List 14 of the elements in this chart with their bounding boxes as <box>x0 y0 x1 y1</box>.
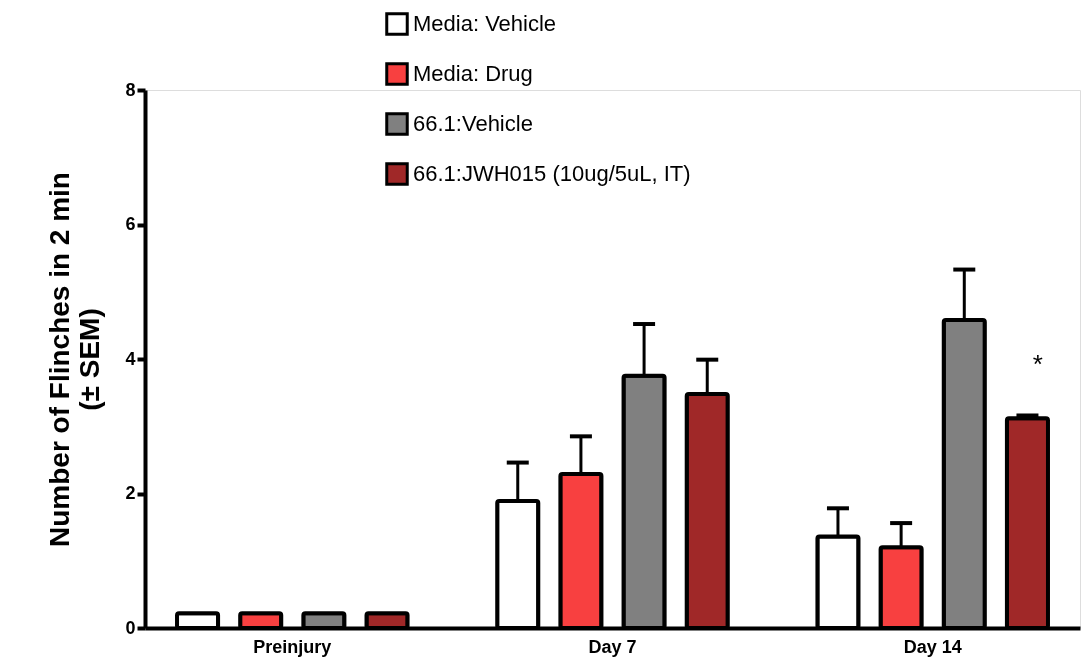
y-tick-label: 4 <box>125 348 136 369</box>
y-axis-title: Number of Flinches in 2 min (± SEM) <box>44 172 106 547</box>
legend-label: 66.1:Vehicle <box>413 111 533 136</box>
y-tick-label: 6 <box>125 214 136 234</box>
legend-label: Media: Vehicle <box>413 11 557 36</box>
legend-label: 66.1:JWH015 (10ug/5uL, IT) <box>413 161 691 186</box>
x-tick-label: Day 14 <box>903 636 962 657</box>
y-tick-label: 8 <box>125 79 136 100</box>
x-tick-label: Day 7 <box>588 636 637 657</box>
annotation: * <box>1032 349 1043 379</box>
legend-label: Media: Drug <box>413 61 533 86</box>
y-tick-label: 0 <box>125 617 136 638</box>
y-tick-label: 2 <box>125 483 136 503</box>
x-tick-label: Preinjury <box>253 636 332 657</box>
